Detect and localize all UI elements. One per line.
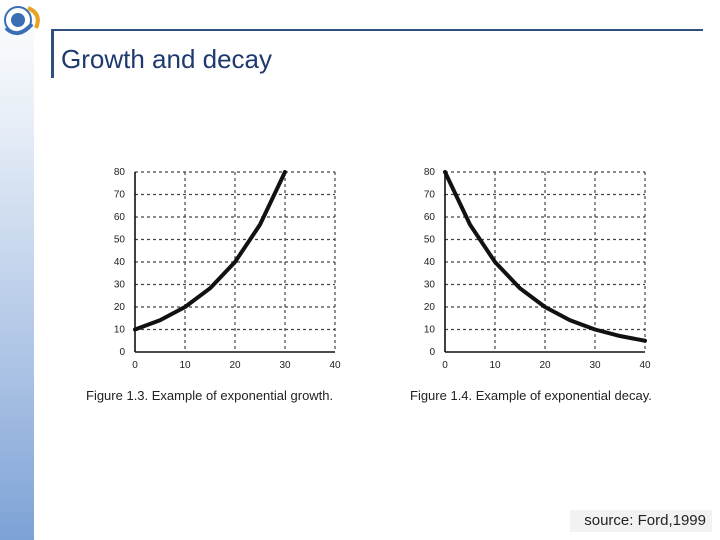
growth-series-line (133, 170, 287, 332)
decay-x-tick-label: 20 (539, 360, 551, 371)
growth-y-tick-label: 70 (114, 190, 126, 201)
decay-chart: 0 10 20 30 40 50 60 70 80 0 10 20 30 40 (424, 167, 651, 371)
decay-x-tick-label: 40 (639, 360, 651, 371)
decay-y-tick-label: 80 (424, 167, 436, 178)
decay-y-tick-label: 60 (424, 212, 436, 223)
page-title: Growth and decay (61, 44, 273, 74)
growth-chart-caption: Figure 1.3. Example of exponential growt… (86, 388, 334, 403)
growth-y-tick-label: 30 (114, 280, 126, 291)
growth-y-tick-label: 20 (114, 302, 126, 313)
decay-x-tick-label: 10 (489, 360, 501, 371)
decay-y-tick-label: 20 (424, 302, 436, 313)
decay-x-tick-label: 0 (442, 360, 448, 371)
source-citation: source: Ford,1999 (570, 510, 712, 532)
decay-y-tick-label: 0 (429, 347, 435, 358)
title-frame-left (51, 30, 54, 78)
growth-x-tick-label: 40 (329, 360, 341, 371)
decay-x-tick-label: 30 (589, 360, 601, 371)
decay-series-line (443, 170, 647, 343)
decay-chart-caption: Figure 1.4. Example of exponential decay… (410, 388, 652, 403)
decay-y-tick-label: 10 (424, 325, 436, 336)
growth-y-tick-label: 50 (114, 235, 126, 246)
growth-y-tick-label: 40 (114, 257, 126, 268)
decay-y-tick-label: 40 (424, 257, 436, 268)
growth-y-tick-label: 10 (114, 325, 126, 336)
decay-y-tick-label: 70 (424, 190, 436, 201)
growth-y-tick-label: 0 (119, 347, 125, 358)
growth-x-tick-label: 10 (179, 360, 191, 371)
decay-y-tick-label: 50 (424, 235, 436, 246)
growth-y-tick-label: 60 (114, 212, 126, 223)
growth-x-tick-label: 0 (132, 360, 138, 371)
sidebar-gradient (0, 0, 34, 540)
growth-y-tick-label: 80 (114, 167, 126, 178)
growth-x-tick-label: 20 (229, 360, 241, 371)
logo-icon (4, 6, 40, 36)
growth-x-tick-label: 30 (279, 360, 291, 371)
title-frame-top (51, 29, 703, 31)
growth-chart: 0 10 20 30 40 50 60 70 80 0 10 20 30 40 (114, 167, 341, 371)
decay-y-tick-label: 30 (424, 280, 436, 291)
